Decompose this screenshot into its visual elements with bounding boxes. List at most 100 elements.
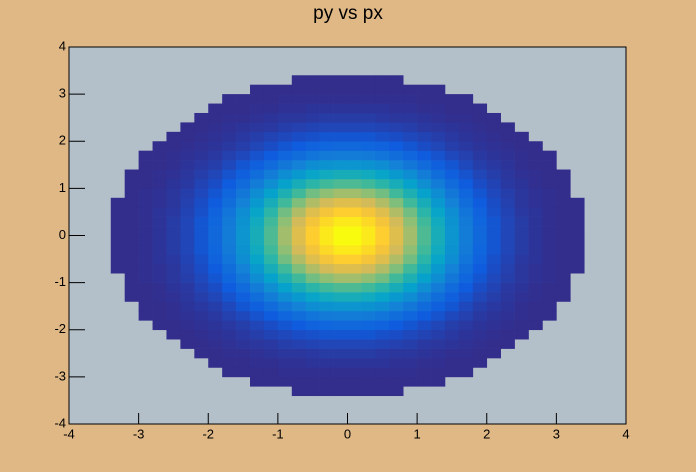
heat-cell <box>291 292 307 302</box>
heat-cell <box>236 358 251 368</box>
heat-cell <box>250 310 265 321</box>
heat-cell <box>361 216 376 227</box>
heat-cell <box>417 216 432 227</box>
heat-cell <box>542 282 557 293</box>
heat-cell <box>110 207 125 217</box>
heat-cell <box>110 263 125 274</box>
heat-cell <box>347 254 362 265</box>
heat-cell <box>458 282 474 293</box>
heat-cell <box>250 207 265 217</box>
heat-cell <box>431 207 446 217</box>
heat-cell <box>222 263 237 274</box>
heat-cell <box>166 178 181 189</box>
heat-cell <box>319 273 334 283</box>
heat-cell <box>542 263 557 274</box>
heat-cell <box>444 94 460 104</box>
heat-cell <box>514 197 529 208</box>
heat-cell <box>528 178 543 189</box>
heat-cell <box>528 254 543 265</box>
heat-cell <box>319 376 334 387</box>
heat-cell <box>375 339 390 349</box>
heat-cell <box>152 282 167 293</box>
heat-cell <box>444 348 460 359</box>
heat-cell <box>250 282 265 293</box>
heat-cell <box>403 131 418 142</box>
heat-cell <box>444 141 460 151</box>
heat-cell <box>500 292 515 302</box>
heat-cell <box>208 216 223 227</box>
heat-cell <box>291 197 307 208</box>
heat-cell <box>556 207 571 217</box>
heat-cell <box>236 263 251 274</box>
heat-cell <box>277 348 293 359</box>
heat-cell <box>500 282 515 293</box>
heat-cell <box>291 273 307 283</box>
heat-cell <box>486 235 501 246</box>
heat-cell <box>389 329 404 340</box>
heat-cell <box>347 226 362 236</box>
heat-cell <box>361 112 376 123</box>
heat-cell <box>194 301 209 312</box>
heat-cell <box>166 301 181 312</box>
heat-cell <box>208 112 223 123</box>
heat-cell <box>431 254 446 265</box>
heat-cell <box>319 235 334 246</box>
heat-cell <box>208 178 223 189</box>
heat-cell <box>361 150 376 161</box>
heat-cell <box>291 94 307 104</box>
heat-cell <box>431 131 446 142</box>
heat-cell <box>361 310 376 321</box>
heat-cell <box>250 169 265 180</box>
heat-cell <box>194 188 209 199</box>
heat-cell <box>417 141 432 151</box>
heat-cell <box>347 244 362 255</box>
heat-cell <box>166 310 181 321</box>
heat-cell <box>291 348 307 359</box>
heat-cell <box>458 273 474 283</box>
heat-cell <box>472 235 488 246</box>
heat-cell <box>389 273 404 283</box>
heat-cell <box>291 386 307 397</box>
heat-cell <box>194 339 209 349</box>
heat-cell <box>486 273 501 283</box>
heat-cell <box>417 244 432 255</box>
heat-cell <box>277 84 293 95</box>
heat-cell <box>277 282 293 293</box>
heat-cell <box>375 310 390 321</box>
heat-cell <box>319 150 334 161</box>
heat-cell <box>180 141 195 151</box>
heat-cell <box>486 112 501 123</box>
heat-cell <box>389 188 404 199</box>
heat-cell <box>389 112 404 123</box>
heat-cell <box>166 197 181 208</box>
heat-cell <box>417 376 432 387</box>
heat-cell <box>375 112 390 123</box>
heat-cell <box>319 169 334 180</box>
heat-cell <box>180 150 195 161</box>
heat-cell <box>458 339 474 349</box>
heat-cell <box>263 169 279 180</box>
heat-cell <box>528 263 543 274</box>
heat-cell <box>542 216 557 227</box>
heat-cell <box>431 188 446 199</box>
heat-cell <box>277 169 293 180</box>
heat-cell <box>556 263 571 274</box>
heat-cell <box>431 329 446 340</box>
heat-cell <box>166 329 181 340</box>
heat-cell <box>250 235 265 246</box>
heat-cell <box>500 178 515 189</box>
heat-cell <box>500 216 515 227</box>
heat-cell <box>305 131 320 142</box>
heat-cell <box>500 131 515 142</box>
heat-cell <box>250 103 265 114</box>
heat-cell <box>208 207 223 217</box>
heat-cell <box>375 150 390 161</box>
heat-cell <box>431 310 446 321</box>
heat-cell <box>277 160 293 170</box>
heat-cell <box>458 207 474 217</box>
heat-cell <box>305 188 320 199</box>
heat-cell <box>222 244 237 255</box>
heat-cell <box>389 103 404 114</box>
heat-cell <box>528 301 543 312</box>
heat-cell <box>458 131 474 142</box>
